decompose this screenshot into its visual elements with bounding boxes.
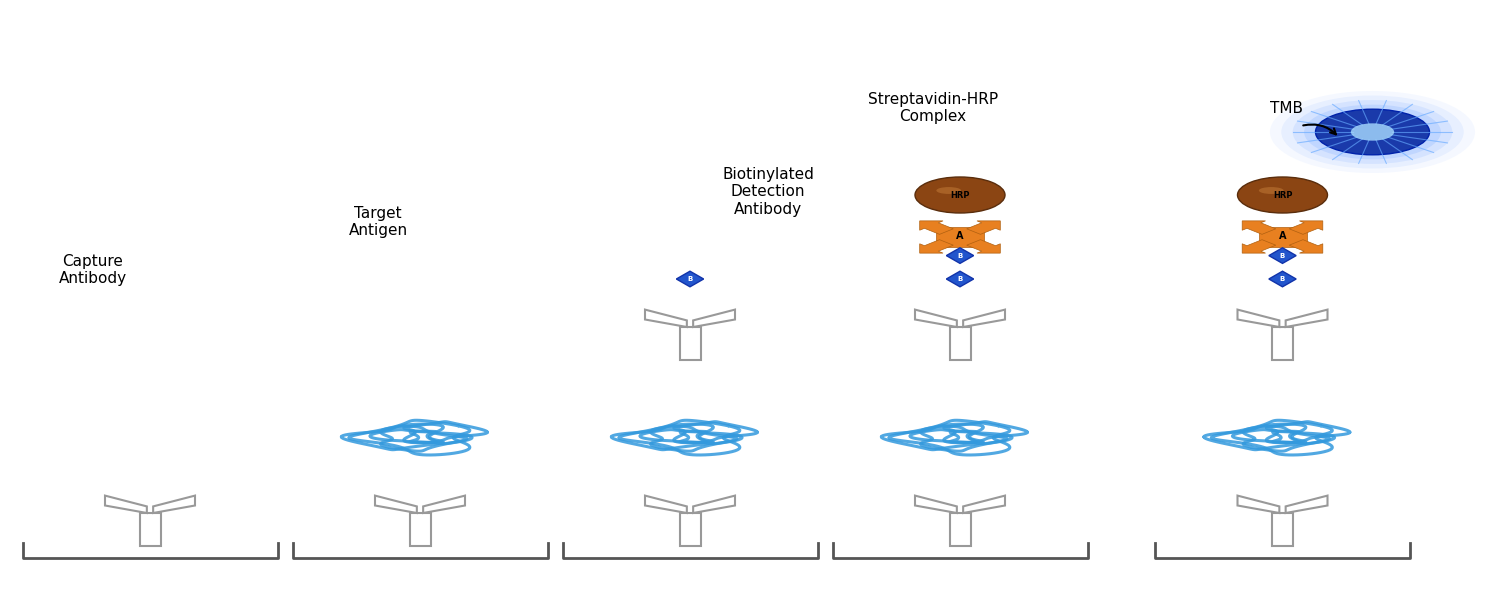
Polygon shape — [693, 496, 735, 513]
Text: Capture
Antibody: Capture Antibody — [58, 254, 128, 286]
Circle shape — [1316, 109, 1430, 155]
Polygon shape — [153, 496, 195, 513]
Ellipse shape — [936, 187, 962, 194]
Polygon shape — [1242, 239, 1276, 253]
Text: Target
Antigen: Target Antigen — [348, 206, 408, 238]
Polygon shape — [375, 496, 417, 513]
Polygon shape — [946, 248, 974, 263]
Polygon shape — [966, 239, 1000, 253]
Polygon shape — [920, 221, 954, 235]
Polygon shape — [680, 327, 700, 360]
Text: TMB: TMB — [1270, 101, 1304, 115]
Polygon shape — [950, 327, 970, 360]
Text: HRP: HRP — [1272, 191, 1292, 199]
Circle shape — [1293, 100, 1452, 164]
Polygon shape — [920, 239, 954, 253]
Polygon shape — [645, 496, 687, 513]
Text: Biotinylated
Detection
Antibody: Biotinylated Detection Antibody — [722, 167, 815, 217]
Polygon shape — [1272, 327, 1293, 360]
Polygon shape — [410, 513, 430, 546]
Polygon shape — [963, 496, 1005, 513]
Polygon shape — [915, 496, 957, 513]
Text: B: B — [957, 253, 963, 259]
Text: B: B — [1280, 276, 1286, 282]
Polygon shape — [1238, 310, 1280, 327]
Text: A: A — [957, 231, 963, 241]
Polygon shape — [936, 227, 984, 247]
Circle shape — [1352, 124, 1394, 140]
Polygon shape — [966, 221, 1000, 235]
Polygon shape — [693, 310, 735, 327]
Polygon shape — [680, 513, 700, 546]
Text: B: B — [1280, 253, 1286, 259]
Polygon shape — [946, 271, 974, 287]
Polygon shape — [1286, 310, 1328, 327]
Polygon shape — [1286, 496, 1328, 513]
Polygon shape — [1288, 239, 1323, 253]
Polygon shape — [105, 496, 147, 513]
Text: B: B — [687, 276, 693, 282]
Circle shape — [1316, 109, 1430, 155]
Polygon shape — [423, 496, 465, 513]
Polygon shape — [1238, 496, 1280, 513]
Text: B: B — [957, 276, 963, 282]
Polygon shape — [950, 513, 970, 546]
Polygon shape — [1258, 227, 1306, 247]
Circle shape — [1304, 104, 1442, 160]
Ellipse shape — [1258, 187, 1284, 194]
Circle shape — [1270, 91, 1474, 173]
Polygon shape — [140, 513, 160, 546]
Circle shape — [1238, 177, 1328, 213]
Polygon shape — [963, 310, 1005, 327]
Polygon shape — [1288, 221, 1323, 235]
Polygon shape — [1269, 248, 1296, 263]
Circle shape — [915, 177, 1005, 213]
Text: HRP: HRP — [951, 191, 969, 199]
Polygon shape — [676, 271, 703, 287]
Text: Streptavidin-HRP
Complex: Streptavidin-HRP Complex — [868, 92, 998, 124]
Polygon shape — [1272, 513, 1293, 546]
Polygon shape — [1242, 221, 1276, 235]
Text: A: A — [1278, 231, 1286, 241]
Circle shape — [1281, 95, 1464, 169]
Polygon shape — [915, 310, 957, 327]
Polygon shape — [1269, 271, 1296, 287]
Polygon shape — [645, 310, 687, 327]
